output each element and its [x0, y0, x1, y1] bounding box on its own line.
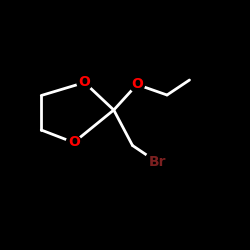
Text: Br: Br: [148, 155, 166, 169]
Circle shape: [77, 75, 92, 90]
Circle shape: [145, 150, 169, 174]
Text: O: O: [68, 136, 80, 149]
Text: O: O: [131, 78, 143, 92]
Circle shape: [130, 77, 144, 92]
Circle shape: [66, 135, 81, 150]
Text: O: O: [78, 76, 90, 90]
